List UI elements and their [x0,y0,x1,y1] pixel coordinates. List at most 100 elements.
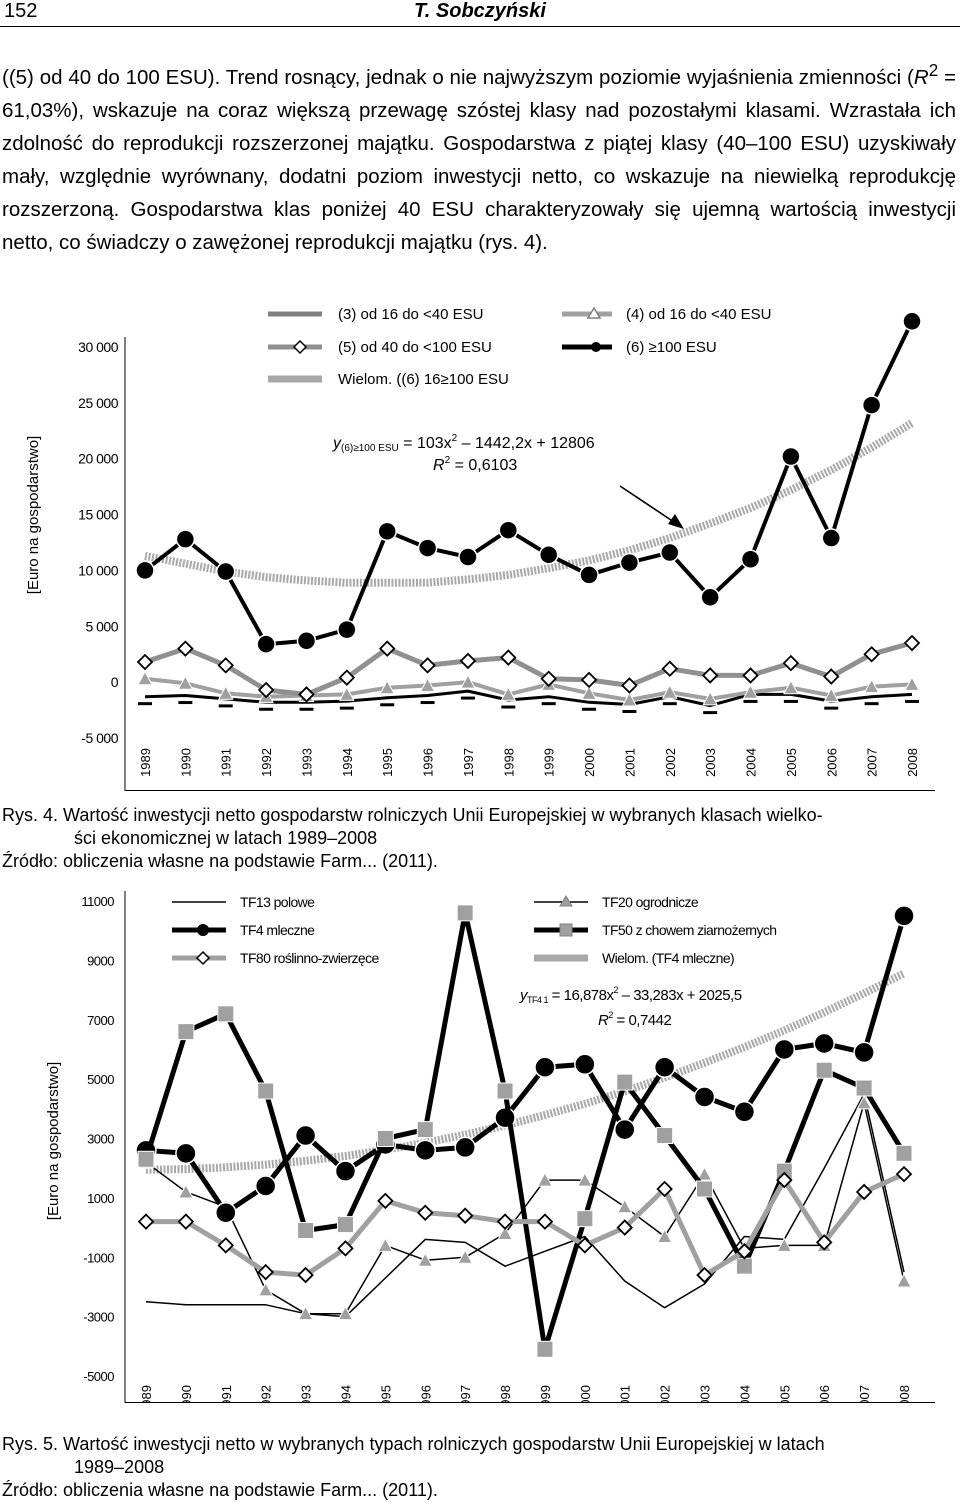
data-point [863,678,880,694]
series-3 [135,311,922,654]
figure-5-source: Źródło: obliczenia własne na podstawie F… [2,1480,438,1500]
data-point [454,1136,476,1159]
data-point [853,1041,875,1064]
x-tick-label: 2007 [857,1385,872,1403]
data-point [861,395,882,415]
figure-5-caption-line-1: Rys. 5. Wartość inwestycji netto w wybra… [2,1434,825,1454]
data-point [297,1222,315,1240]
data-point [855,1183,873,1201]
legend-entry-series-3: (3) od 16 do <40 ESU [338,306,484,323]
data-point [661,684,678,699]
page-header: 152 T. Sobczyński [0,0,960,27]
x-tick-label: 2005 [784,748,799,777]
x-tick-label: 2003 [698,1385,713,1403]
data-point [702,690,718,706]
data-point [414,1139,437,1162]
data-point [376,1130,394,1147]
rys4-axes: -5 000 0 5 000 10 000 15 000 20 000 25 000 30 0… [25,337,935,791]
data-point [696,1166,713,1181]
data-point [580,671,598,689]
data-point [904,676,920,691]
legend-entry-trend: Wielom. ((6) 16≥100 ESU [338,371,509,388]
data-point [419,677,436,692]
running-title: T. Sobczyński [414,0,546,22]
data-point [339,686,355,701]
rys4-plot [135,311,922,715]
data-point [256,634,276,654]
y-tick-label: 15 000 [78,507,119,523]
data-point [456,1207,474,1224]
x-tick-label: 1995 [380,748,395,777]
body-paragraph: ((5) od 40 do 100 ESU). Trend rosnący, j… [2,54,956,259]
paragraph-part-1: ((5) od 40 do 100 ESU). Trend rosnący, j… [2,65,914,89]
data-point [576,1237,594,1254]
data-point [822,668,840,685]
data-point [296,631,317,651]
y-tick-label: 5 000 [85,618,118,634]
data-point [735,1257,753,1275]
x-tick-label: 1995 [378,1385,393,1403]
x-tick-label: 2000 [578,1385,593,1403]
data-point [823,687,840,703]
y-tick-label: 25 000 [78,395,119,411]
data-point [733,1101,756,1123]
x-tick-label: 1992 [259,748,274,777]
data-point [895,1144,913,1162]
figure-5-caption-line-2: 1989–2008 [74,1457,165,1477]
data-point [336,1216,354,1234]
data-point [500,649,517,666]
y-tick-label: -3000 [83,1310,114,1325]
data-point [417,538,438,558]
data-point [895,1165,913,1183]
x-tick-label: 1993 [299,748,314,777]
data-point [696,1180,714,1198]
data-point [457,1249,473,1264]
y-axis-label: [Euro na gospodarstwo] [25,436,42,594]
data-point [616,1219,634,1236]
data-point [616,1198,633,1214]
data-point [534,1056,556,1078]
legend-entry-trend: Wielom. (TF4 mleczne) [602,950,734,966]
data-point [616,1073,634,1091]
legend-circle-marker [197,924,209,936]
series-line [144,676,913,702]
legend-entry-tf80: TF80 roślinno-zwierzęce [240,950,380,966]
data-point [536,1213,554,1230]
data-point [135,560,155,581]
legend-triangle-marker [559,895,573,907]
series-line [145,969,906,1174]
data-point [459,652,477,670]
figure-4-chart: -5 000 0 5 000 10 000 15 000 20 000 25 000 30 0… [25,306,935,791]
legend-entry-series-4: (4) od 16 do <40 ESU [626,306,772,323]
x-tick-label: 2004 [744,748,759,777]
data-point [863,645,880,663]
y-tick-label: 30 000 [78,339,119,355]
r-squared: R2 = 0,7442 [598,1010,671,1029]
data-point [137,1213,155,1230]
data-point [338,669,356,686]
data-point [815,1061,833,1079]
data-point [576,1210,594,1228]
x-tick-label: 2004 [737,1385,752,1403]
legend-entry-tf50: TF50 z chowem ziarnożernych [602,922,776,938]
x-tick-label: 1990 [179,1385,194,1403]
legend-diamond-marker [195,950,211,966]
r-letter: R [913,65,929,89]
series-line [144,419,915,587]
x-tick-label: 1999 [542,748,557,777]
series-4 [144,419,915,587]
data-point [497,1225,513,1240]
data-point [813,1032,835,1055]
x-tick-label: 2001 [622,748,637,777]
figure-5-chart: -5000 -3000 -1000 1000 3000 5000 7000 9000 11000… [45,891,935,1403]
y-tick-label: 9000 [87,953,114,968]
data-point [416,1121,434,1139]
x-tick-label: 2003 [703,748,718,777]
page-number: 152 [4,0,38,22]
y-tick-label: 1000 [87,1191,114,1206]
data-point [378,640,396,657]
rys5-plot [135,904,915,1358]
data-point [175,1142,197,1165]
data-point [175,529,196,549]
data-point [257,1082,275,1100]
